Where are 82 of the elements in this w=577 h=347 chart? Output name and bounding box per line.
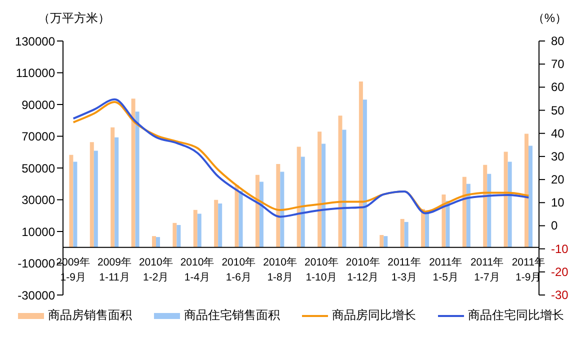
bar bbox=[404, 222, 408, 248]
bar bbox=[524, 134, 529, 248]
bar bbox=[214, 200, 218, 248]
bar bbox=[318, 132, 322, 248]
bar bbox=[342, 130, 346, 248]
y-tick-label: 90000 bbox=[22, 98, 56, 112]
bar bbox=[442, 194, 446, 248]
y-tick-label: -30000 bbox=[18, 288, 56, 302]
y2-tick-label: 50 bbox=[551, 103, 565, 118]
y2-tick-label: 40 bbox=[551, 126, 565, 140]
y-tick-label: -10000 bbox=[18, 256, 56, 271]
bar bbox=[193, 210, 198, 248]
y2-tick-label: 30 bbox=[551, 149, 565, 164]
bar bbox=[528, 146, 533, 248]
bar bbox=[508, 162, 512, 248]
bar bbox=[152, 236, 156, 248]
bar bbox=[238, 190, 243, 248]
bar bbox=[280, 172, 284, 248]
x-tick-label: 2010年 1-4月 bbox=[180, 256, 215, 284]
x-tick-label: 2010年 1-10月 bbox=[304, 256, 339, 284]
x-tick-label: 2011年 1-3月 bbox=[388, 256, 422, 284]
y2-tick-label: 60 bbox=[551, 80, 565, 94]
bar bbox=[114, 137, 119, 248]
bar bbox=[322, 144, 326, 248]
bar bbox=[176, 224, 181, 248]
y2-tick-label: -10 bbox=[551, 242, 569, 256]
bar bbox=[73, 162, 78, 248]
bar bbox=[483, 164, 488, 248]
bar bbox=[135, 112, 140, 248]
y2-tick-label: -30 bbox=[551, 288, 569, 302]
bar bbox=[90, 142, 94, 248]
legend-label: 商品住宅销售面积 bbox=[184, 307, 280, 324]
x-tick-label: 2010年 1-2月 bbox=[138, 256, 174, 284]
x-tick-label: 2009年 1-11月 bbox=[98, 256, 132, 284]
bar bbox=[172, 222, 177, 248]
bar bbox=[276, 164, 280, 248]
bar bbox=[156, 237, 160, 248]
bar bbox=[255, 174, 260, 248]
y2-tick-label: -20 bbox=[551, 264, 569, 279]
x-tick-label: 2010年 1-8月 bbox=[263, 256, 298, 284]
bar bbox=[362, 100, 367, 248]
bar bbox=[296, 146, 301, 248]
bar bbox=[234, 185, 239, 248]
bar bbox=[504, 152, 508, 248]
y-axis-title: （万平方米） bbox=[38, 10, 110, 27]
bar bbox=[69, 154, 74, 248]
y2-tick-label: 70 bbox=[551, 57, 565, 72]
bar bbox=[338, 116, 342, 248]
bar bbox=[466, 184, 470, 248]
bar bbox=[218, 204, 222, 248]
x-tick-label: 2011年 1-7月 bbox=[470, 256, 504, 284]
bar bbox=[425, 212, 430, 248]
y-tick-label: 30000 bbox=[22, 193, 56, 208]
bar bbox=[300, 156, 305, 248]
bar bbox=[400, 218, 404, 248]
legend-label: 商品房同比增长 bbox=[332, 307, 416, 324]
x-tick-label: 2010年 1-12月 bbox=[346, 256, 380, 284]
legend-label: 商品住宅同比增长 bbox=[468, 307, 564, 324]
y-tick-label: 110000 bbox=[16, 66, 56, 80]
bar bbox=[259, 182, 264, 248]
y2-tick-label: 80 bbox=[551, 34, 565, 48]
bar bbox=[197, 214, 202, 248]
y2-axis-title: （%） bbox=[532, 10, 567, 27]
bar bbox=[446, 200, 450, 248]
y2-tick-label: 10 bbox=[551, 196, 565, 210]
y2-tick-label: 0 bbox=[551, 218, 558, 233]
y-tick-label: 130000 bbox=[14, 34, 56, 48]
bar bbox=[487, 174, 492, 248]
bar bbox=[131, 98, 136, 248]
y-tick-label: 70000 bbox=[22, 130, 56, 144]
bar bbox=[462, 176, 466, 248]
bar bbox=[358, 81, 363, 248]
bar bbox=[110, 127, 115, 248]
x-tick-label: 2010年 1-6月 bbox=[222, 256, 256, 284]
legend-label: 商品房销售面积 bbox=[48, 307, 132, 324]
y-tick-label: 50000 bbox=[22, 161, 56, 176]
bar bbox=[384, 236, 388, 248]
bar bbox=[380, 234, 384, 248]
bar bbox=[94, 150, 98, 248]
x-tick-label: 2011年 1-5月 bbox=[429, 256, 463, 284]
y-tick-label: 10000 bbox=[22, 224, 56, 239]
y2-tick-label: 20 bbox=[551, 172, 565, 187]
